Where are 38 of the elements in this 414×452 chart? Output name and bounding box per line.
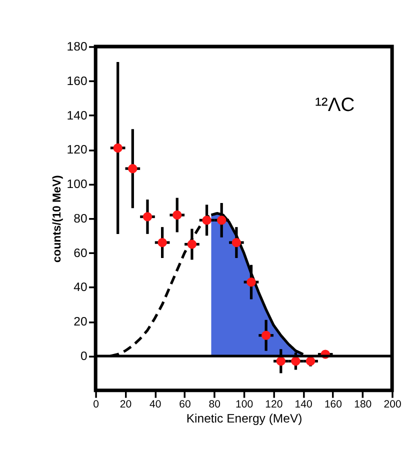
y-tick-label: 0 xyxy=(80,348,88,363)
x-tick-label: 80 xyxy=(208,398,221,410)
y-tick-label: 80 xyxy=(74,211,88,226)
annotation: ¹²ΛC xyxy=(314,95,355,116)
x-tick-label: 100 xyxy=(236,398,254,410)
point xyxy=(306,356,316,366)
x-tick-label: 60 xyxy=(179,398,191,410)
point xyxy=(113,143,122,153)
y-tick-label: 120 xyxy=(66,142,88,157)
point xyxy=(261,330,271,340)
x-tick-label: 160 xyxy=(324,398,342,410)
y-tick-label: 40 xyxy=(74,280,88,294)
x-tick-label: 140 xyxy=(294,398,312,410)
point xyxy=(232,238,242,248)
y-tick-label: 140 xyxy=(66,108,88,122)
y-axis-title: counts/(10 MeV) xyxy=(52,175,64,263)
y-tick-label: 20 xyxy=(74,314,88,329)
y-tick-label: 100 xyxy=(66,177,88,192)
x-tick-label: 180 xyxy=(354,398,372,410)
point xyxy=(202,216,212,225)
point xyxy=(217,216,226,225)
point xyxy=(291,356,300,366)
point xyxy=(246,277,256,287)
x-axis-title: Kinetic Energy (MeV) xyxy=(186,411,302,426)
point xyxy=(158,238,167,248)
x-tick-label: 40 xyxy=(149,398,162,410)
point xyxy=(172,210,182,220)
y-tick-label: 60 xyxy=(74,246,88,260)
point xyxy=(276,356,286,366)
y-tick-label: 160 xyxy=(66,74,88,88)
y-tick-label: 180 xyxy=(66,40,88,54)
x-tick-label: 20 xyxy=(120,398,132,410)
x-tick-label: 200 xyxy=(384,398,402,410)
x-tick-label: 0 xyxy=(93,398,100,410)
point xyxy=(142,212,152,222)
point xyxy=(187,240,197,249)
x-tick-label: 120 xyxy=(265,398,283,410)
point xyxy=(128,164,138,174)
